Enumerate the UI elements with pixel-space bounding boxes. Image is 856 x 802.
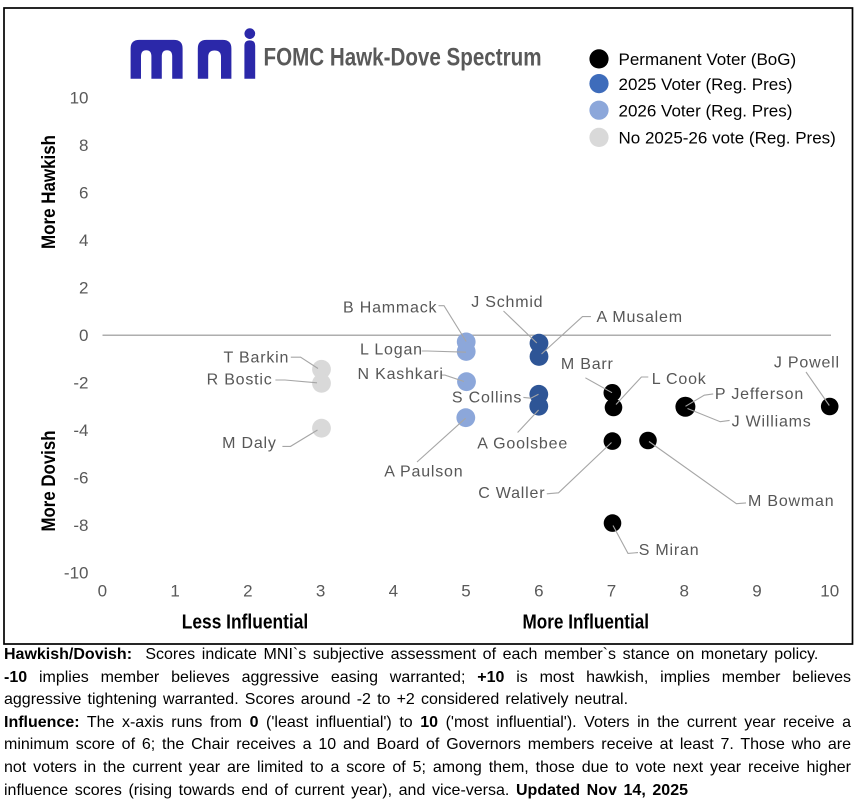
svg-text:7: 7 (607, 582, 616, 601)
svg-text:C Waller: C Waller (478, 485, 545, 502)
svg-text:P Jefferson: P Jefferson (715, 386, 804, 403)
svg-text:2: 2 (79, 279, 88, 298)
svg-text:B Hammack: B Hammack (343, 300, 438, 317)
svg-text:A Paulson: A Paulson (384, 464, 463, 481)
svg-text:-4: -4 (73, 421, 88, 440)
svg-text:10: 10 (70, 89, 89, 108)
svg-text:A Musalem: A Musalem (597, 309, 683, 326)
svg-text:-6: -6 (73, 468, 88, 487)
svg-text:9: 9 (752, 582, 761, 601)
svg-text:5: 5 (461, 582, 470, 601)
svg-text:4: 4 (79, 231, 88, 250)
svg-text:6: 6 (534, 582, 543, 601)
svg-text:L Cook: L Cook (652, 371, 707, 388)
svg-text:J Schmid: J Schmid (471, 294, 543, 311)
svg-text:1: 1 (170, 582, 179, 601)
svg-text:L Logan: L Logan (360, 342, 423, 359)
svg-text:-2: -2 (73, 374, 88, 393)
svg-text:8: 8 (679, 582, 688, 601)
svg-text:6: 6 (79, 184, 88, 203)
svg-text:10: 10 (820, 582, 839, 601)
svg-text:J Powell: J Powell (774, 355, 840, 372)
svg-text:More Hawkish: More Hawkish (39, 135, 60, 249)
svg-text:Less Influential: Less Influential (182, 612, 309, 634)
svg-text:3: 3 (316, 582, 325, 601)
svg-text:More Dovish: More Dovish (39, 431, 60, 532)
svg-text:-8: -8 (73, 516, 88, 535)
svg-text:A Goolsbee: A Goolsbee (477, 435, 568, 452)
svg-text:M Bowman: M Bowman (748, 493, 834, 510)
svg-text:S Collins: S Collins (452, 389, 522, 406)
svg-text:J Williams: J Williams (732, 414, 812, 431)
svg-text:N Kashkari: N Kashkari (358, 366, 444, 383)
svg-text:-10: -10 (64, 563, 89, 582)
svg-text:2026 Voter (Reg. Pres): 2026 Voter (Reg. Pres) (619, 101, 793, 120)
svg-text:4: 4 (389, 582, 398, 601)
svg-text:8: 8 (79, 136, 88, 155)
svg-text:S Miran: S Miran (639, 542, 700, 559)
svg-text:No 2025-26 vote (Reg. Pres): No 2025-26 vote (Reg. Pres) (619, 129, 836, 148)
svg-text:M Daly: M Daly (222, 435, 277, 452)
svg-text:2: 2 (243, 582, 252, 601)
svg-text:T Barkin: T Barkin (224, 349, 290, 366)
svg-text:FOMC Hawk-Dove Spectrum: FOMC Hawk-Dove Spectrum (264, 43, 542, 71)
svg-text:M Barr: M Barr (561, 356, 614, 373)
svg-text:0: 0 (98, 582, 107, 601)
svg-text:Permanent Voter (BoG): Permanent Voter (BoG) (619, 50, 797, 69)
svg-text:2025 Voter (Reg. Pres): 2025 Voter (Reg. Pres) (619, 75, 793, 94)
svg-text:R Bostic: R Bostic (207, 372, 273, 389)
svg-text:0: 0 (79, 326, 88, 345)
svg-text:More Influential: More Influential (523, 612, 650, 634)
